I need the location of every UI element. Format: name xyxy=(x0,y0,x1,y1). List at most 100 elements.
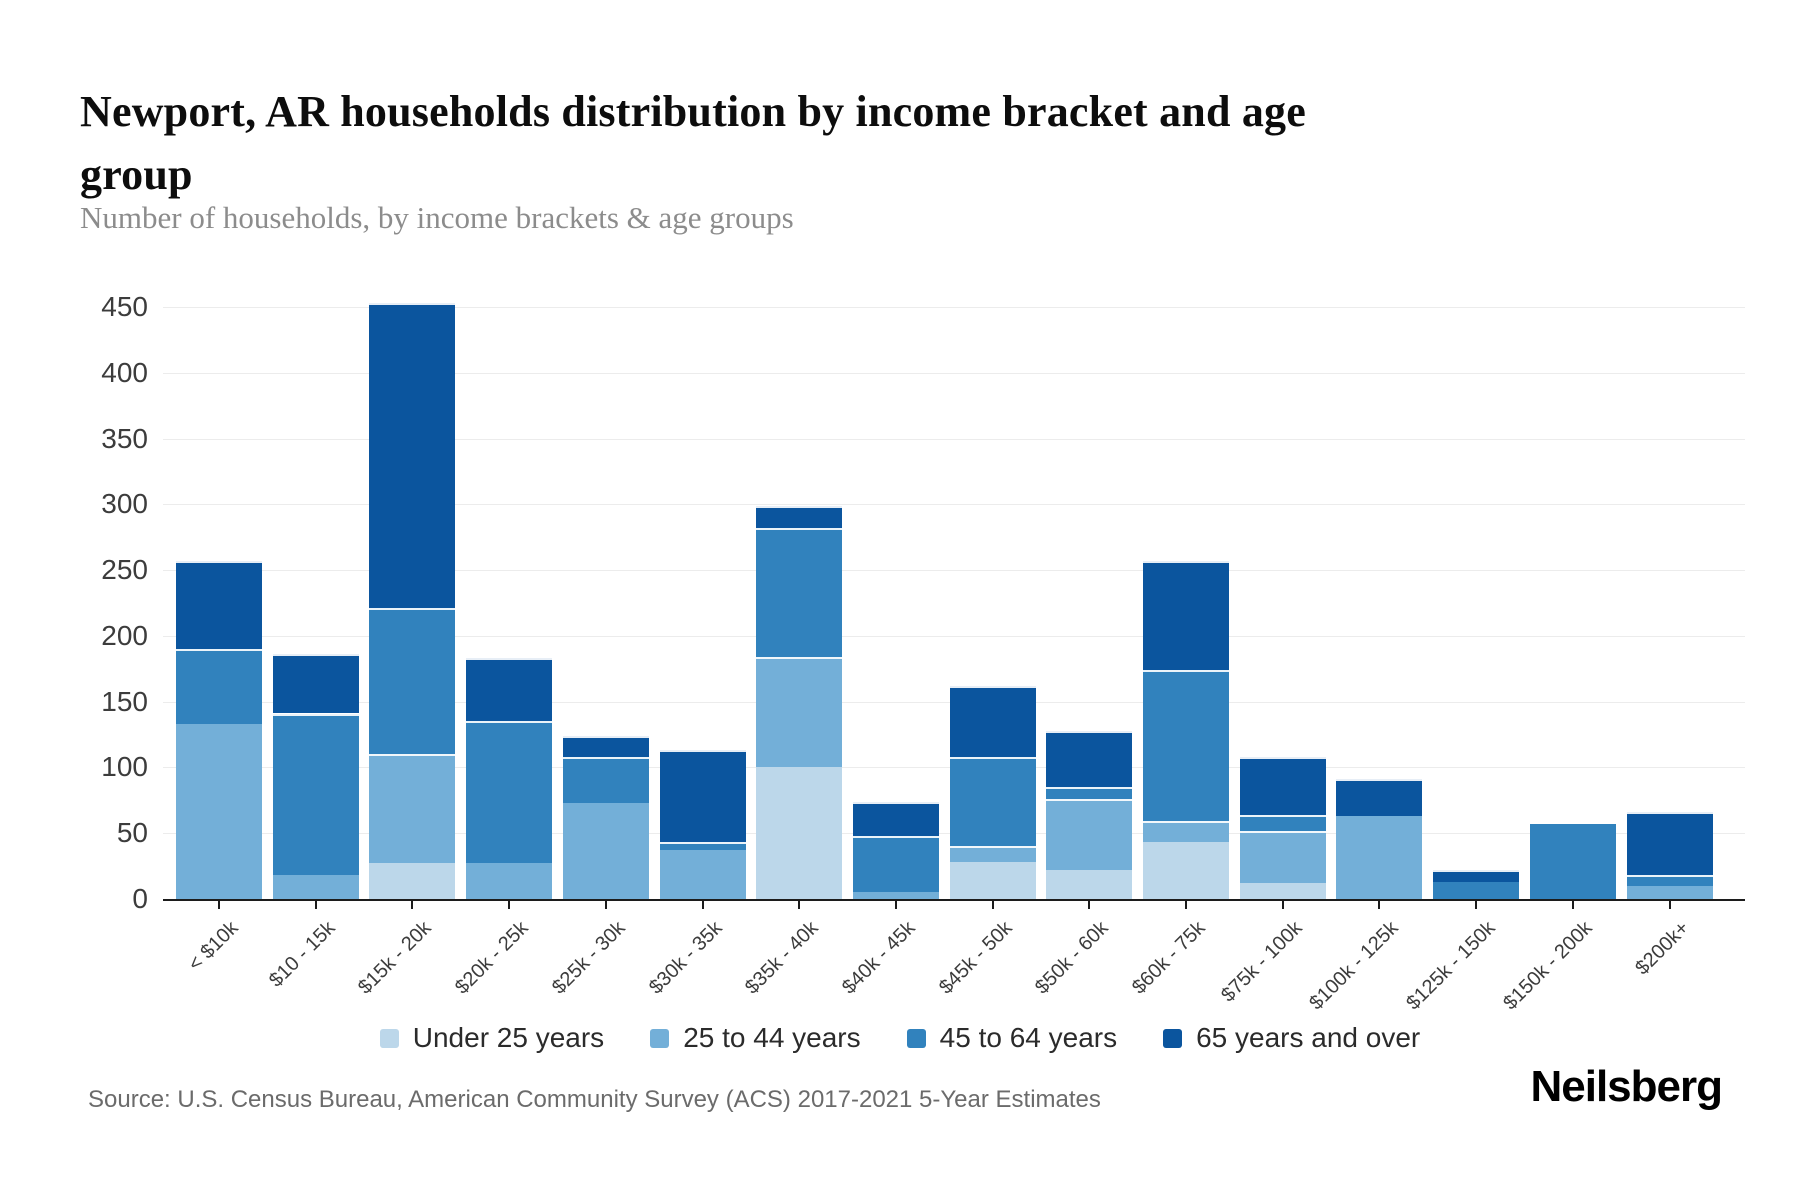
bar-$15k - 20k-Under 25 years xyxy=(369,863,456,899)
bar-$75k - 100k-25 to 44 years xyxy=(1239,830,1326,884)
chart-legend: Under 25 years 25 to 44 years 45 to 64 yea… xyxy=(0,1020,1800,1056)
bar-$150k - 200k-45 to 64 years xyxy=(1529,824,1616,899)
y-axis-tick-label: 250 xyxy=(101,554,148,586)
bar-$75k - 100k-Under 25 years xyxy=(1239,883,1326,899)
bar-$25k - 30k-65 years and over xyxy=(562,735,649,757)
bar-$10 - 15k-25 to 44 years xyxy=(272,875,359,899)
bar-$30k - 35k-65 years and over xyxy=(659,750,746,843)
x-axis-tick xyxy=(218,901,220,909)
y-axis-tick-label: 150 xyxy=(101,685,148,717)
y-axis-tick-label: 0 xyxy=(132,883,148,914)
x-axis-tick xyxy=(1668,901,1671,909)
bar-$25k - 30k-25 to 44 years xyxy=(562,802,649,899)
bar-$15k - 20k-45 to 64 years xyxy=(369,608,456,755)
bar-$15k - 20k-25 to 44 years xyxy=(369,754,456,864)
legend-swatch xyxy=(650,1028,670,1048)
bar-< $10k-45 to 64 years xyxy=(176,649,262,725)
bar-$50k - 60k-Under 25 years xyxy=(1046,870,1133,899)
x-axis-tick xyxy=(701,901,704,909)
bar-$35k - 40k-45 to 64 years xyxy=(756,528,843,657)
bar-$35k - 40k-25 to 44 years xyxy=(756,656,843,768)
bar-$75k - 100k-45 to 64 years xyxy=(1239,814,1326,831)
x-axis-tick xyxy=(798,901,801,909)
gridline-450 xyxy=(163,306,1745,308)
gridline-200 xyxy=(163,635,1745,637)
bar-$20k - 25k-65 years and over xyxy=(466,658,553,722)
x-axis-tick xyxy=(1281,901,1284,909)
y-axis-tick-label: 350 xyxy=(101,422,148,454)
x-axis-tick xyxy=(411,901,414,909)
x-axis-tick xyxy=(508,901,511,909)
bar-$15k - 20k-65 years and over xyxy=(369,303,456,609)
bar-$40k - 45k-45 to 64 years xyxy=(852,835,939,893)
bar-$60k - 75k-65 years and over xyxy=(1143,560,1229,671)
y-axis-tick-label: 400 xyxy=(101,356,148,388)
bar-$200k+-25 to 44 years xyxy=(1626,885,1713,899)
bar-$10 - 15k-65 years and over xyxy=(272,654,359,714)
bar-$30k - 35k-25 to 44 years xyxy=(659,850,746,899)
bar-$40k - 45k-25 to 44 years xyxy=(852,892,939,899)
bar-$10 - 15k-45 to 64 years xyxy=(272,713,359,876)
bar-$35k - 40k-65 years and over xyxy=(756,505,843,528)
bar-$50k - 60k-45 to 64 years xyxy=(1046,787,1133,799)
gridline-300 xyxy=(163,504,1745,506)
y-axis-tick-label: 300 xyxy=(101,488,148,520)
gridline-250 xyxy=(163,570,1745,572)
bar-$20k - 25k-25 to 44 years xyxy=(466,863,553,899)
bar-$45k - 50k-Under 25 years xyxy=(949,862,1036,899)
page-subtitle: Number of households, by income brackets… xyxy=(80,200,794,235)
bar-$50k - 60k-65 years and over xyxy=(1046,730,1133,788)
x-axis-tick xyxy=(894,901,897,909)
x-axis-line xyxy=(163,899,1745,901)
bar-< $10k-65 years and over xyxy=(176,560,262,650)
x-axis-tick xyxy=(1378,901,1381,909)
bar-$40k - 45k-65 years and over xyxy=(852,801,939,836)
x-axis-tick xyxy=(1088,901,1091,909)
legend-label: Under 25 years xyxy=(412,1022,605,1053)
y-axis-tick-label: 50 xyxy=(116,817,148,849)
bar-$35k - 40k-Under 25 years xyxy=(756,767,843,899)
bar-$200k+-65 years and over xyxy=(1626,812,1713,876)
bar-$75k - 100k-65 years and over xyxy=(1239,756,1326,815)
legend-item-65 years and over: 65 years and over xyxy=(1163,1022,1420,1054)
bar-$45k - 50k-25 to 44 years xyxy=(949,846,1036,863)
bar-$100k - 125k-25 to 44 years xyxy=(1336,816,1423,899)
legend-swatch xyxy=(379,1028,399,1048)
gridline-350 xyxy=(163,438,1745,440)
bar-$30k - 35k-45 to 64 years xyxy=(659,842,746,851)
page-title: Newport, AR households distribution by i… xyxy=(80,87,1306,199)
gridline-400 xyxy=(163,372,1745,374)
x-axis-tick xyxy=(604,901,607,909)
x-axis-tick xyxy=(1475,901,1478,909)
neilsberg-logo: Neilsberg xyxy=(1530,1062,1723,1111)
x-axis-tick xyxy=(1571,901,1574,909)
bar-< $10k-25 to 44 years xyxy=(176,724,262,899)
bar-$45k - 50k-45 to 64 years xyxy=(949,756,1036,847)
x-axis-tick xyxy=(1185,901,1187,909)
legend-label: 45 to 64 years xyxy=(939,1022,1118,1053)
bar-$200k+-45 to 64 years xyxy=(1626,875,1713,886)
bar-$60k - 75k-Under 25 years xyxy=(1143,842,1229,899)
bar-$60k - 75k-45 to 64 years xyxy=(1143,670,1229,822)
x-axis-tick xyxy=(991,901,994,909)
y-axis-tick-label: 100 xyxy=(101,751,148,783)
x-axis-tick xyxy=(314,901,317,909)
legend-label: 25 to 44 years xyxy=(683,1022,861,1053)
legend-swatch xyxy=(906,1028,926,1048)
legend-label: 65 years and over xyxy=(1196,1022,1421,1053)
bar-$100k - 125k-65 years and over xyxy=(1336,779,1423,817)
bar-$45k - 50k-65 years and over xyxy=(949,685,1036,757)
bar-$20k - 25k-45 to 64 years xyxy=(466,721,553,864)
legend-item-Under 25 years: Under 25 years xyxy=(379,1022,605,1054)
y-axis-tick-label: 200 xyxy=(101,619,148,651)
legend-item-45 to 64 years: 45 to 64 years xyxy=(906,1022,1118,1054)
bar-$125k - 150k-65 years and over xyxy=(1433,870,1520,882)
bar-$60k - 75k-25 to 44 years xyxy=(1143,821,1229,843)
bar-$50k - 60k-25 to 44 years xyxy=(1046,799,1133,871)
bar-$25k - 30k-45 to 64 years xyxy=(562,756,649,803)
legend-item-25 to 44 years: 25 to 44 years xyxy=(650,1022,861,1054)
legend-swatch xyxy=(1163,1028,1183,1048)
source-note: Source: U.S. Census Bureau, American Com… xyxy=(88,1086,1101,1113)
